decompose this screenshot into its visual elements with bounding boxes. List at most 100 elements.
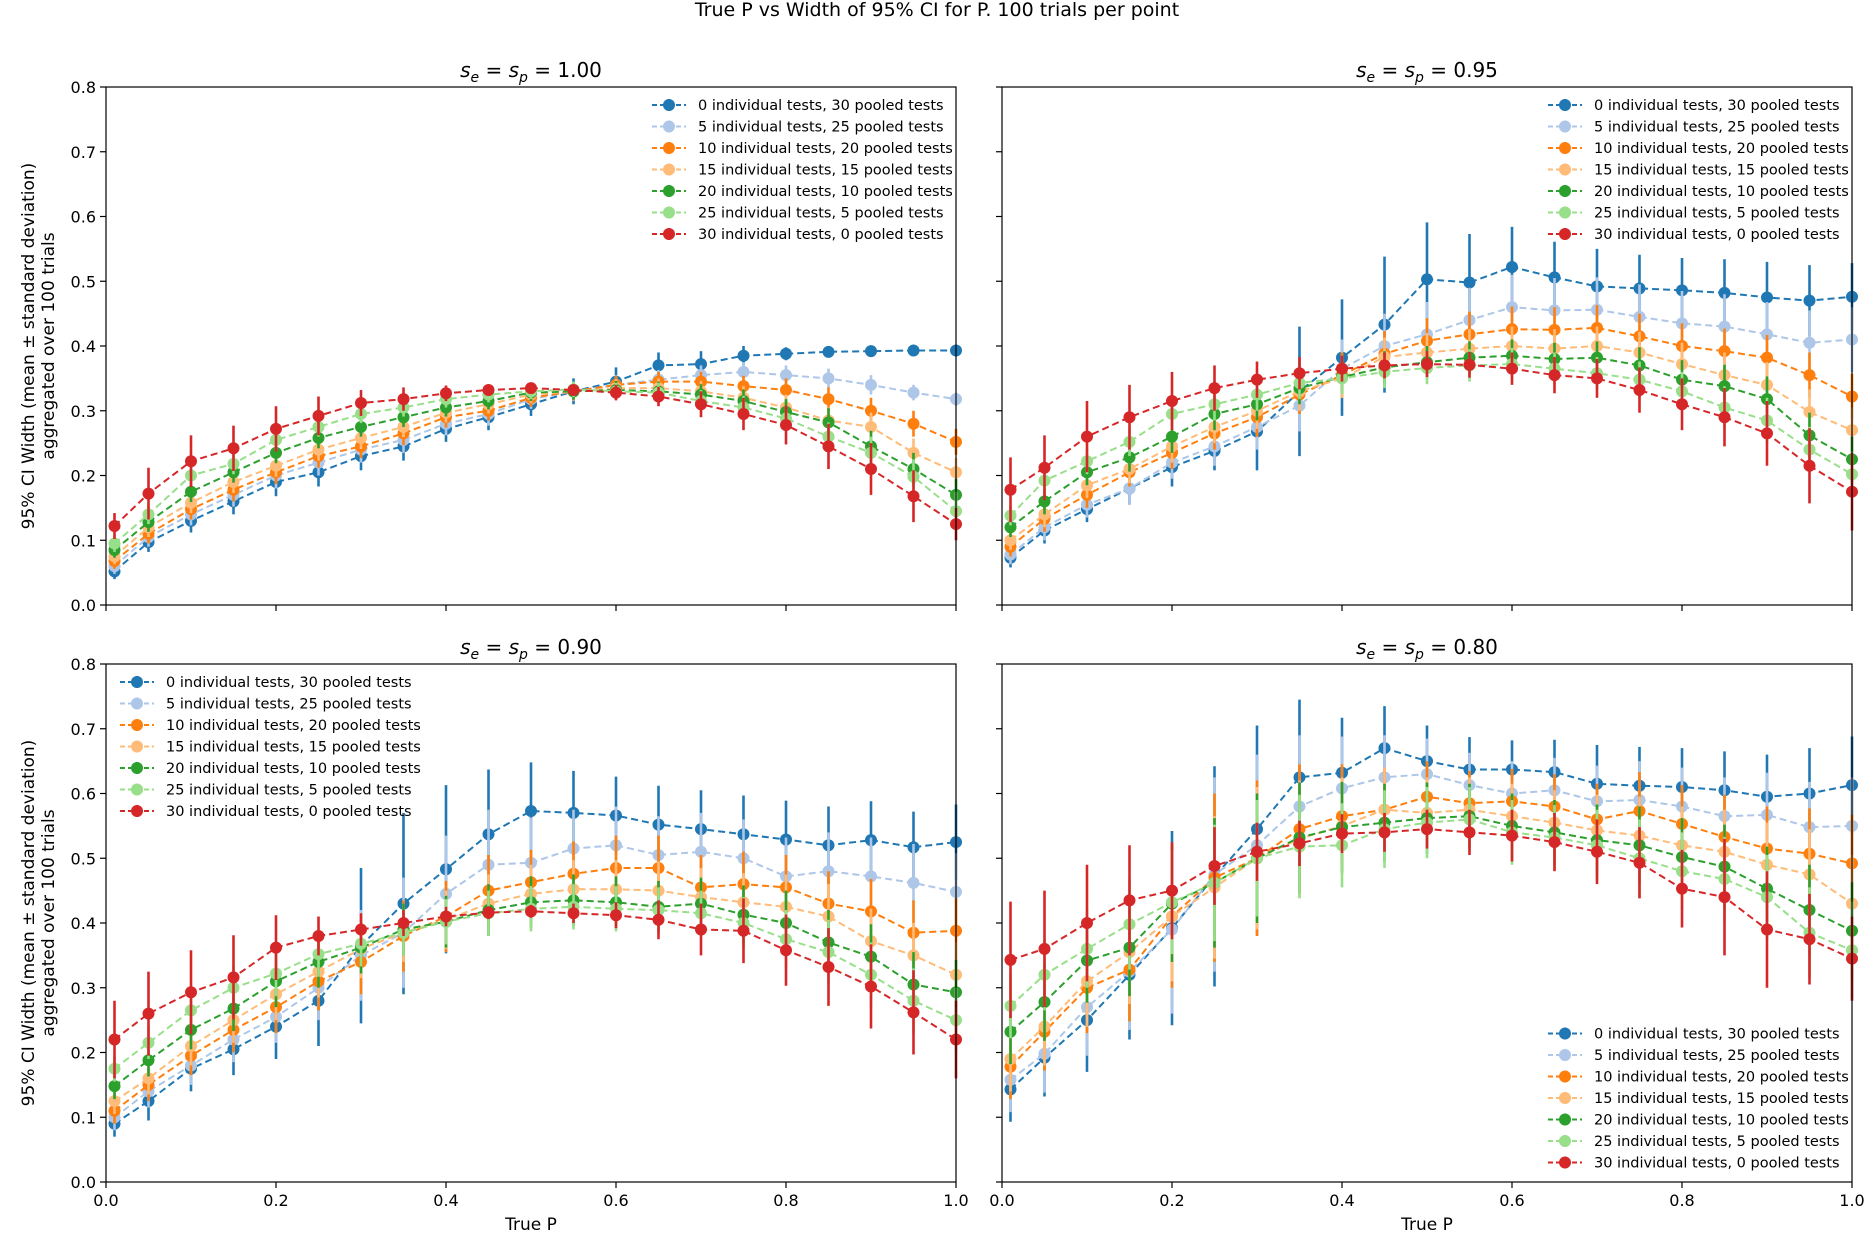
data-point — [482, 906, 495, 919]
data-point — [1004, 521, 1017, 534]
x-tick-label: 0.0 — [989, 1191, 1014, 1210]
data-point — [567, 384, 580, 397]
data-point — [1251, 845, 1263, 858]
y-tick-label: 0.1 — [71, 1108, 96, 1127]
series-6 — [1004, 787, 1858, 1039]
legend-marker — [131, 719, 143, 731]
legend-marker — [1559, 206, 1571, 219]
y-axis-label: aggregated over 100 trials — [39, 232, 59, 459]
legend-label: 20 individual tests, 10 pooled tests — [698, 184, 953, 200]
data-point — [1166, 395, 1178, 408]
y-tick-label: 0.5 — [71, 849, 96, 868]
data-point — [355, 396, 367, 409]
legend-entry: 0 individual tests, 30 pooled tests — [120, 675, 412, 691]
data-point — [1004, 483, 1017, 496]
legend-marker — [131, 676, 143, 688]
y-tick-label: 0.3 — [71, 979, 96, 998]
data-point — [1761, 923, 1773, 936]
data-point — [312, 409, 325, 422]
data-point — [695, 923, 707, 936]
legend-entry: 0 individual tests, 30 pooled tests — [1548, 98, 1840, 114]
legend-label: 5 individual tests, 25 pooled tests — [1594, 120, 1840, 136]
legend: 0 individual tests, 30 pooled tests 5 ind… — [120, 675, 421, 820]
data-point — [1336, 362, 1348, 375]
data-point — [737, 924, 750, 937]
series-line — [1009, 815, 1853, 1033]
legend-marker — [131, 740, 143, 753]
legend-entry: 15 individual tests, 15 pooled tests — [1548, 163, 1849, 179]
legend-entry: 0 individual tests, 30 pooled tests — [1548, 1027, 1840, 1043]
x-tick-label: 1.0 — [943, 1191, 968, 1210]
data-point — [1676, 882, 1688, 895]
x-tick-label: 0.6 — [603, 1191, 628, 1210]
subplot-4: se = sp = 0.80 0.0 0.2 0.4 0.6 0.8 1.0 True P 0 … — [989, 635, 1864, 1235]
series-7 — [1004, 351, 1858, 531]
data-point — [1038, 942, 1051, 955]
data-point — [270, 941, 282, 954]
data-point — [652, 913, 665, 926]
legend-entry: 10 individual tests, 20 pooled tests — [652, 141, 953, 157]
legend-marker — [1559, 1156, 1571, 1169]
legend-label: 0 individual tests, 30 pooled tests — [166, 675, 412, 691]
data-point — [1081, 430, 1093, 443]
data-point — [780, 384, 792, 397]
data-point — [1421, 273, 1433, 286]
data-point — [1803, 459, 1816, 472]
legend-label: 5 individual tests, 25 pooled tests — [166, 697, 412, 713]
legend-entry: 5 individual tests, 25 pooled tests — [1548, 1048, 1840, 1064]
data-point — [1336, 827, 1348, 840]
legend: 0 individual tests, 30 pooled tests 5 ind… — [1548, 98, 1849, 243]
x-tick-label: 0.4 — [1329, 1191, 1354, 1210]
legend-entry: 15 individual tests, 15 pooled tests — [1548, 1091, 1849, 1107]
data-point — [1166, 430, 1178, 443]
data-point — [1378, 826, 1391, 839]
legend-marker — [131, 697, 143, 710]
subplot-1: se = sp = 1.00 0.0 0.1 0.2 0.3 0.4 0.5 0.6 0.7 0.… — [19, 58, 962, 615]
legend-entry: 25 individual tests, 5 pooled tests — [1548, 1134, 1840, 1150]
legend: 0 individual tests, 30 pooled tests 5 ind… — [652, 98, 953, 243]
y-tick-label: 0.1 — [71, 531, 96, 550]
legend-label: 10 individual tests, 20 pooled tests — [1594, 1070, 1849, 1086]
legend-entry: 10 individual tests, 20 pooled tests — [1548, 141, 1849, 157]
data-point — [1676, 398, 1688, 411]
y-tick-label: 0.7 — [71, 720, 96, 739]
y-axis-label: 95% CI Width (mean ± standard deviation) — [19, 740, 39, 1107]
legend-entry: 0 individual tests, 30 pooled tests — [652, 98, 944, 114]
data-point — [525, 382, 537, 395]
data-point — [822, 372, 835, 385]
data-point — [1591, 372, 1603, 385]
legend-marker — [663, 142, 675, 154]
data-point — [108, 1080, 121, 1093]
y-tick-label: 0.6 — [71, 208, 96, 227]
legend-entry: 10 individual tests, 20 pooled tests — [1548, 1070, 1849, 1086]
data-point — [1718, 891, 1731, 904]
subplot-title: se = sp = 0.80 — [1356, 635, 1498, 663]
data-point — [780, 369, 792, 382]
y-tick-label: 0.8 — [71, 655, 96, 674]
axes-frame — [1001, 86, 1853, 606]
data-point — [1718, 411, 1731, 424]
legend-entry: 5 individual tests, 25 pooled tests — [1548, 120, 1840, 136]
data-point — [737, 407, 750, 420]
data-point — [1761, 328, 1773, 341]
data-point — [1463, 358, 1476, 371]
data-point — [1123, 411, 1136, 424]
legend-label: 10 individual tests, 20 pooled tests — [698, 141, 953, 157]
data-point — [185, 485, 197, 498]
data-point — [780, 418, 792, 431]
series-line — [1009, 344, 1853, 542]
legend-entry: 20 individual tests, 10 pooled tests — [1548, 184, 1849, 200]
series-1 — [1004, 222, 1858, 568]
axes-frame — [105, 663, 957, 1183]
series-7 — [1004, 809, 1858, 1019]
data-point — [1548, 369, 1561, 382]
data-point — [907, 1006, 920, 1019]
data-point — [1803, 933, 1816, 946]
data-point — [1166, 884, 1178, 897]
series-line — [113, 809, 957, 1125]
data-point — [525, 804, 537, 817]
data-point — [270, 446, 282, 459]
subplot-title: se = sp = 1.00 — [460, 58, 602, 86]
legend-entry: 25 individual tests, 5 pooled tests — [652, 206, 944, 222]
data-point — [1761, 427, 1773, 440]
